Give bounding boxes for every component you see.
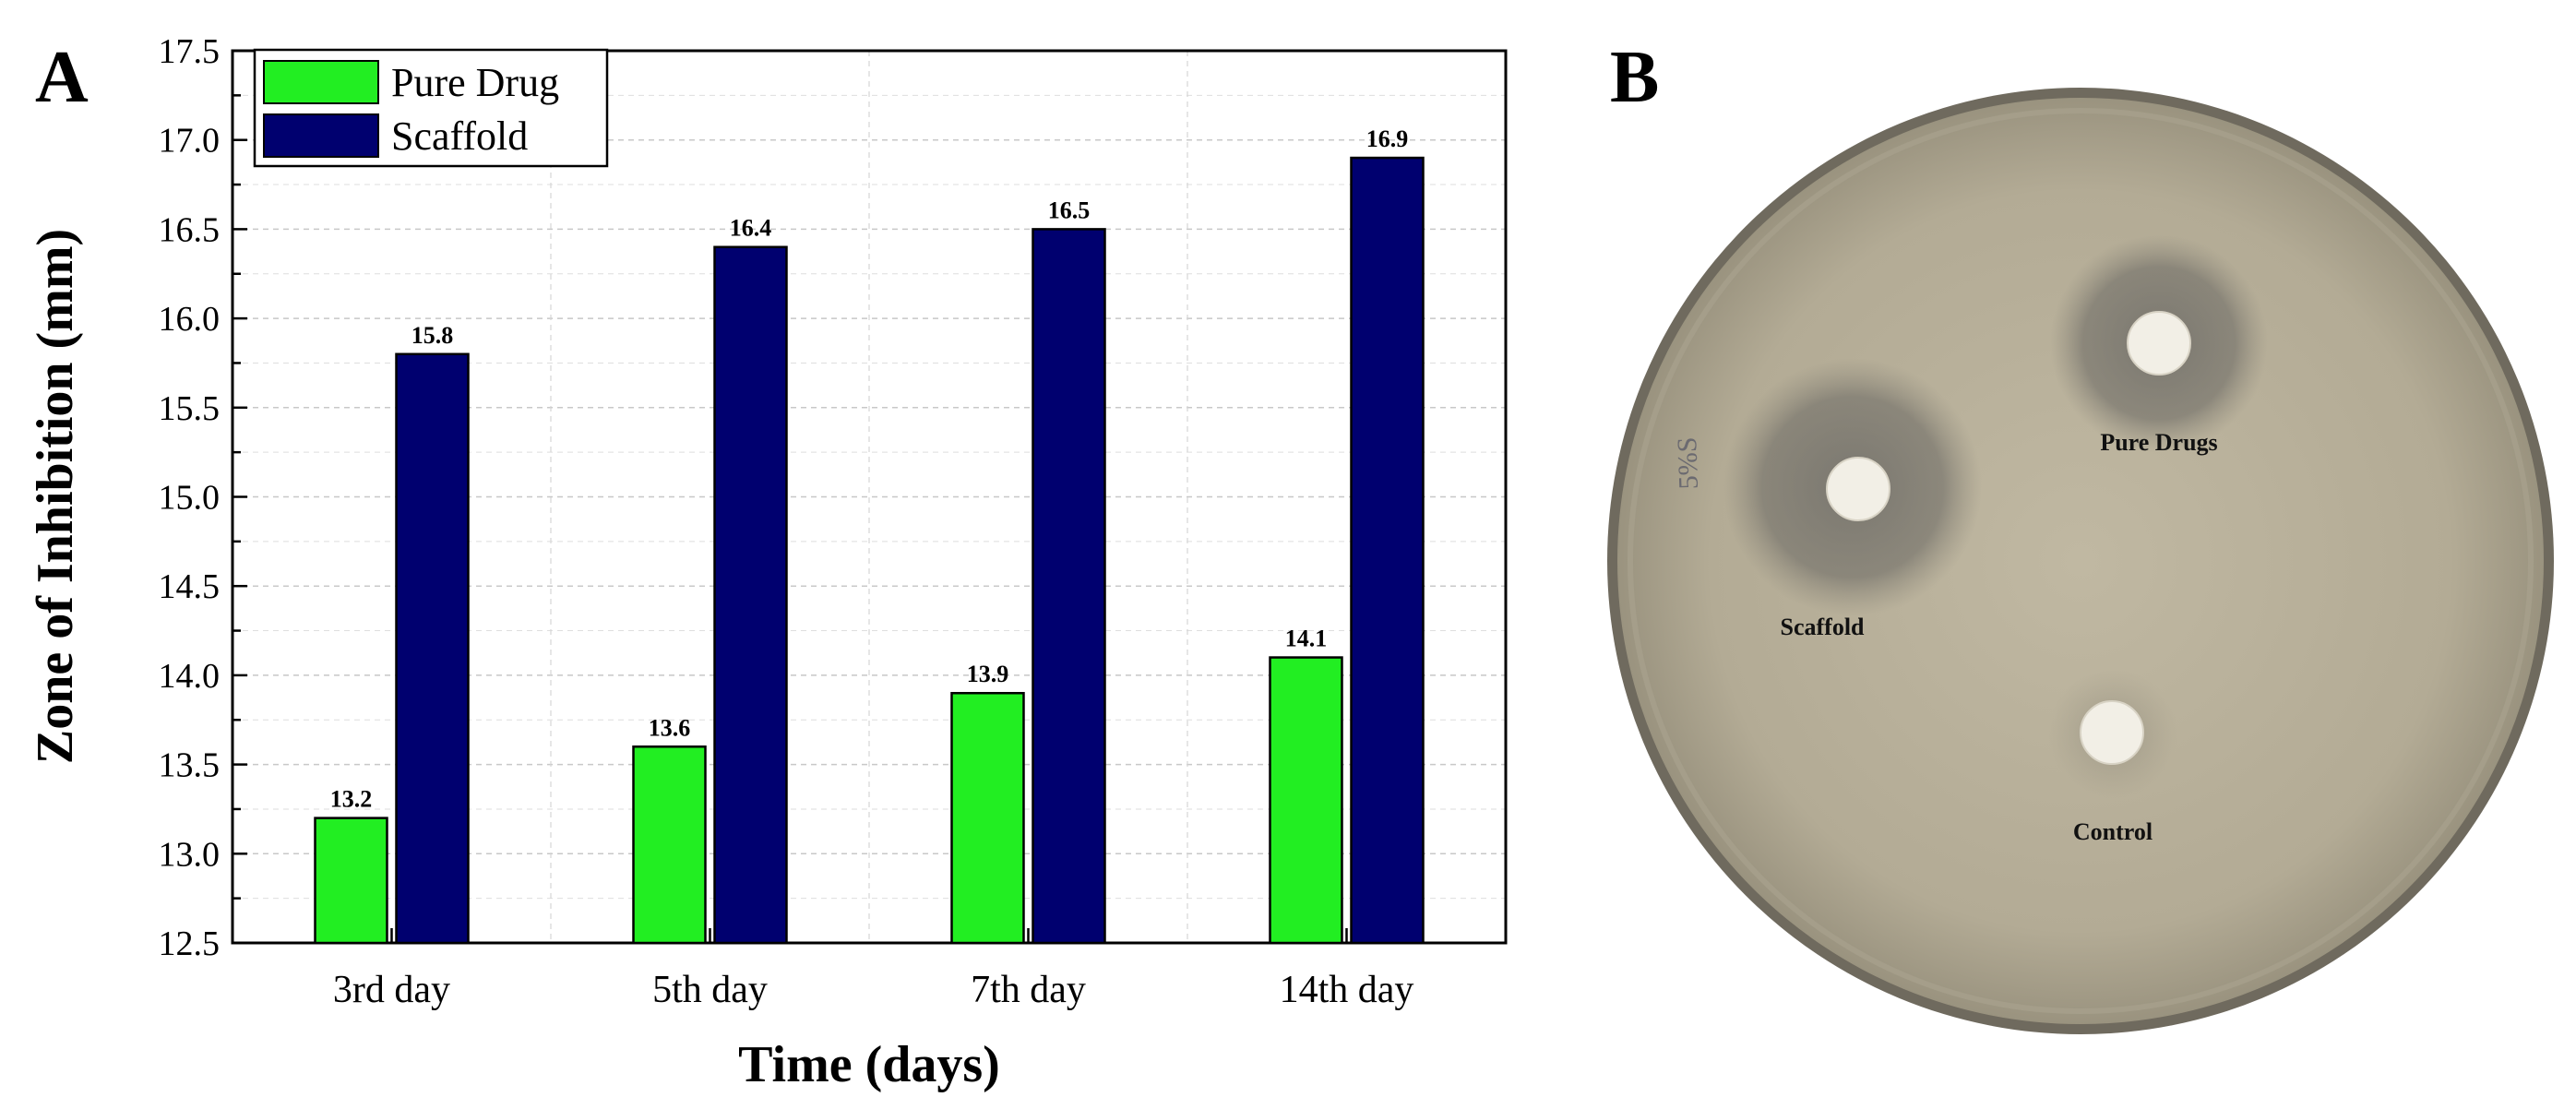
y-tick-label: 13.5 <box>159 746 221 785</box>
x-tick-label: 14th day <box>1280 969 1414 1011</box>
legend: Pure Drug Scaffold <box>253 48 609 168</box>
y-tick-label: 16.5 <box>159 210 221 249</box>
legend-swatch-scaffold <box>263 113 379 158</box>
panel-b-photo: B Pure Drugs Scaffold Control 5%S <box>1568 0 2576 1104</box>
bar-scaffold <box>713 245 788 945</box>
bar-data-label: 16.5 <box>1048 197 1091 223</box>
bar-scaffold <box>1032 228 1106 945</box>
y-tick-label: 14.0 <box>159 657 221 696</box>
panel-a-letter: A <box>35 37 89 118</box>
y-tick-label: 16.0 <box>159 300 221 339</box>
bar-data-label: 14.1 <box>1285 626 1328 652</box>
bar-data-label: 13.9 <box>967 661 1009 687</box>
y-tick-label: 17.0 <box>159 122 221 161</box>
panel-b-letter: B <box>1610 37 1659 118</box>
y-tick-label: 13.0 <box>159 835 221 874</box>
x-tick-label: 5th day <box>652 969 768 1011</box>
y-tick-label: 17.5 <box>159 32 221 71</box>
bar-data-label: 13.2 <box>330 786 373 813</box>
legend-label-scaffold: Scaffold <box>391 113 528 159</box>
bar-pure-drug <box>950 691 1025 945</box>
bars: 13.2 15.8 13.6 16.4 13.9 16.5 14.1 16.9 <box>314 125 1425 945</box>
plate-label-control: Control <box>2073 818 2153 845</box>
disc-pure-drugs <box>2127 311 2191 376</box>
bar-data-label: 13.6 <box>649 714 691 741</box>
bar-pure-drug <box>314 817 388 945</box>
x-tick-label: 7th day <box>971 969 1086 1011</box>
y-tick-label: 12.5 <box>159 924 221 963</box>
bar-pure-drug <box>1269 656 1343 945</box>
panel-a-chart: A 12.5 13.0 13.5 14.0 14.5 15.0 15.5 16.0 16.5 17… <box>27 32 1508 1093</box>
legend-swatch-pure-drug <box>263 60 379 104</box>
y-axis-title: Zone of Inhibition (mm) <box>27 229 84 764</box>
y-tick-label: 15.5 <box>159 389 221 428</box>
x-tick-label: 3rd day <box>333 969 450 1011</box>
plate-label-scaffold: Scaffold <box>1781 614 1866 640</box>
y-tick-label: 15.0 <box>159 479 221 518</box>
petri-dish-inner-ring <box>1628 108 2534 1014</box>
legend-label-pure-drug: Pure Drug <box>391 60 559 105</box>
bar-data-label: 16.9 <box>1366 125 1409 152</box>
x-axis-title: Time (days) <box>738 1036 1000 1093</box>
disc-control <box>2080 700 2144 765</box>
disc-scaffold <box>1826 457 1890 521</box>
bar-pure-drug <box>632 745 707 945</box>
handwritten-note: 5%S <box>1672 436 1704 490</box>
bar-scaffold <box>395 352 470 945</box>
bar-scaffold <box>1350 156 1425 945</box>
bar-data-label: 15.8 <box>411 322 454 349</box>
x-axis-ticks: 3rd day 5th day 7th day 14th day <box>333 928 1413 1011</box>
bar-data-label: 16.4 <box>730 215 772 242</box>
y-tick-label: 14.5 <box>159 567 221 606</box>
plate-label-pure-drugs: Pure Drugs <box>2100 429 2217 456</box>
y-axis-ticks: 12.5 13.0 13.5 14.0 14.5 15.0 15.5 16.0 16.5 17.0… <box>159 32 247 963</box>
petri-dish-agar <box>1617 98 2544 1024</box>
